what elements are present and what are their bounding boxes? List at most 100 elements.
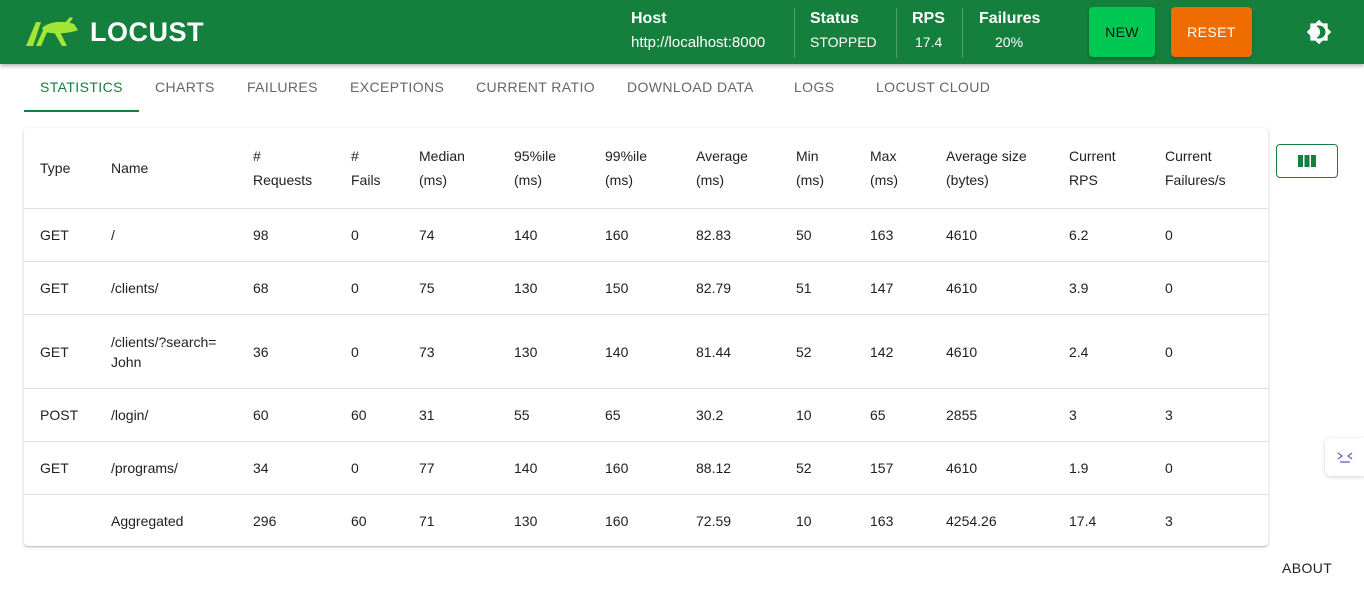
rps-label: RPS: [912, 10, 945, 27]
cell-current-rps: 2.4: [1053, 314, 1149, 389]
cell-fails: 60: [335, 388, 403, 442]
cell-max: 157: [854, 441, 930, 495]
cell-fails: 0: [335, 314, 403, 389]
failures-value: 20%: [995, 34, 1024, 50]
table-header-row: Type Name # Requests # Fails Median (ms) 95…: [24, 128, 1268, 209]
cell-name: Aggregated: [111, 513, 184, 529]
column-header-type[interactable]: Type: [24, 128, 95, 209]
cell-min: 10: [780, 388, 854, 442]
column-header-current-rps[interactable]: Current RPS: [1053, 128, 1149, 209]
cell-requests: 60: [237, 388, 335, 442]
cell-max: 163: [870, 513, 894, 529]
column-header-95ile[interactable]: 95%ile (ms): [498, 128, 589, 209]
column-header-max[interactable]: Max (ms): [854, 128, 930, 209]
cell-current-rps: 1.9: [1053, 441, 1149, 495]
new-test-button[interactable]: NEW: [1089, 7, 1155, 57]
cell-95ile: 130: [498, 261, 589, 315]
locust-logo-icon: [26, 17, 78, 46]
cell-min: 52: [780, 441, 854, 495]
column-header-median[interactable]: Median (ms): [403, 128, 498, 209]
status-label: Status: [810, 10, 859, 27]
cell-name: /clients/: [95, 261, 237, 315]
statistics-table-card: Type Name # Requests # Fails Median (ms) 95…: [24, 128, 1268, 546]
cell-99ile: 160: [589, 208, 680, 262]
cell-type: [24, 495, 95, 547]
cell-type: GET: [24, 441, 95, 495]
tab-current-ratio[interactable]: CURRENT RATIO: [476, 79, 596, 95]
cell-median: 77: [403, 441, 498, 495]
column-header-current-failures[interactable]: Current Failures/s: [1149, 128, 1268, 209]
column-header-min[interactable]: Min (ms): [780, 128, 854, 209]
table-row: POST /login/ 60 60 31 55 65 30.2 10 65 2…: [24, 388, 1268, 442]
about-link[interactable]: ABOUT: [1282, 560, 1333, 576]
cell-average: 30.2: [680, 388, 780, 442]
cell-min: 52: [780, 314, 854, 389]
cell-average-size: 4610: [930, 208, 1053, 262]
cell-average: 82.83: [680, 208, 780, 262]
table-row: GET /clients/?search=John 36 0 73 130 14…: [24, 314, 1268, 389]
cell-average-size: 2855: [930, 388, 1053, 442]
column-header-fails[interactable]: # Fails: [335, 128, 403, 209]
reset-stats-button[interactable]: RESET: [1171, 7, 1252, 57]
cell-average: 72.59: [696, 513, 732, 529]
tab-download-data[interactable]: DOWNLOAD DATA: [627, 79, 754, 95]
cell-name: /clients/?search=John: [95, 314, 237, 389]
column-header-name[interactable]: Name: [95, 128, 237, 209]
column-header-requests[interactable]: # Requests: [237, 128, 335, 209]
cell-current-rps: 17.4: [1069, 513, 1097, 529]
cell-99ile: 150: [589, 261, 680, 315]
cell-requests: 98: [237, 208, 335, 262]
cell-min: 51: [780, 261, 854, 315]
cell-median: 75: [403, 261, 498, 315]
cell-current-failures: 0: [1149, 261, 1268, 315]
view-column-icon: [1298, 155, 1316, 167]
tab-locust-cloud[interactable]: LOCUST CLOUD: [876, 79, 991, 95]
cell-95ile: 130: [498, 314, 589, 389]
cell-current-failures: 0: [1149, 208, 1268, 262]
cell-average-size: 4610: [930, 441, 1053, 495]
cell-min: 10: [796, 513, 812, 529]
tab-statistics[interactable]: STATISTICS: [40, 79, 123, 95]
tab-failures[interactable]: FAILURES: [247, 79, 318, 95]
cell-type: POST: [24, 388, 95, 442]
cell-name: /login/: [95, 388, 237, 442]
cell-95ile: 140: [498, 441, 589, 495]
cell-99ile: 140: [589, 314, 680, 389]
column-header-average[interactable]: Average (ms): [680, 128, 780, 209]
tab-logs[interactable]: LOGS: [794, 79, 835, 95]
host-label: Host: [631, 10, 667, 27]
cell-median: 73: [403, 314, 498, 389]
cell-99ile: 160: [605, 513, 629, 529]
cell-requests: 68: [237, 261, 335, 315]
cell-median: 71: [419, 513, 435, 529]
cell-current-rps: 6.2: [1053, 208, 1149, 262]
locust-logo[interactable]: LOCUST: [24, 16, 204, 48]
cell-type: GET: [24, 208, 95, 262]
side-panel-toggle[interactable]: [1325, 438, 1364, 476]
header-divider: [962, 8, 963, 58]
column-header-average-size[interactable]: Average size (bytes): [930, 128, 1053, 209]
theme-toggle-button[interactable]: [1306, 19, 1332, 45]
table-row: GET /clients/ 68 0 75 130 150 82.79 51 1…: [24, 261, 1268, 315]
failures-label: Failures: [979, 10, 1041, 27]
cell-requests: 36: [237, 314, 335, 389]
cell-99ile: 65: [589, 388, 680, 442]
cell-99ile: 160: [589, 441, 680, 495]
tab-charts[interactable]: CHARTS: [155, 79, 215, 95]
status-value: STOPPED: [810, 34, 877, 50]
cell-median: 31: [403, 388, 498, 442]
column-header-99ile[interactable]: 99%ile (ms): [589, 128, 680, 209]
app-header: LOCUST Host http://localhost:8000 Status…: [0, 0, 1364, 64]
statistics-table: Type Name # Requests # Fails Median (ms) 95…: [24, 128, 1268, 546]
cell-current-failures: 0: [1149, 441, 1268, 495]
tab-exceptions[interactable]: EXCEPTIONS: [350, 79, 445, 95]
cell-min: 50: [780, 208, 854, 262]
table-row: GET / 98 0 74 140 160 82.83 50 163 4610 …: [24, 208, 1268, 262]
cell-fails: 0: [335, 208, 403, 262]
table-row: GET /programs/ 34 0 77 140 160 88.12 52 …: [24, 441, 1268, 495]
cell-name: /programs/: [95, 441, 237, 495]
header-divider: [794, 8, 795, 58]
code-toggle-icon: [1337, 452, 1352, 463]
cell-median: 74: [403, 208, 498, 262]
select-columns-button[interactable]: [1276, 144, 1338, 178]
